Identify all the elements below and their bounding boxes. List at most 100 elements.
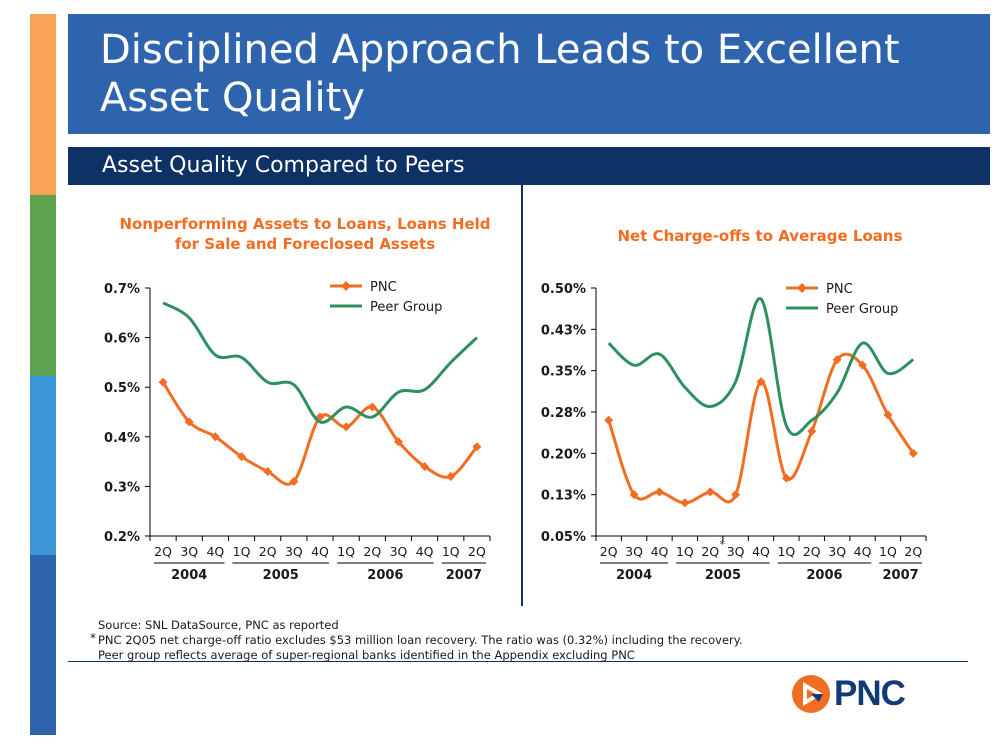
pnc-data-point <box>289 476 299 486</box>
year-label: 2005 <box>263 568 299 583</box>
y-tick-label: 0.05% <box>541 530 586 545</box>
right-chart-title: Net Charge-offs to Average Loans <box>617 227 903 245</box>
legend-label: PNC <box>370 280 397 295</box>
recovery-footnote: * PNC 2Q05 net charge-off ratio excludes… <box>90 631 743 648</box>
pnc-data-point <box>756 377 766 387</box>
sidebar-color-strip <box>30 14 56 735</box>
recovery-footnote-text: PNC 2Q05 net charge-off ratio excludes $… <box>98 633 743 647</box>
y-tick-label: 0.4% <box>104 431 140 446</box>
pnc-data-point <box>446 471 456 481</box>
x-tick-label: 3Q <box>285 544 303 559</box>
left-chart-title: Nonperforming Assets to Loans, Loans Hel… <box>119 215 491 253</box>
left-line-chart: 0.2% 0.3% 0.4% 0.5% 0.6% 0.7% 2Q 3Q 4Q 1Q 2Q 3Q 4Q 1Q… <box>104 280 491 583</box>
x-tick-label: 1Q <box>676 544 694 559</box>
pnc-data-point <box>883 410 893 420</box>
pnc-data-point <box>210 432 220 442</box>
x-tick-label: 2Q <box>904 544 922 559</box>
pnc-data-point <box>731 490 741 500</box>
x-tick-label: 1Q <box>879 544 897 559</box>
pnc-data-point <box>604 415 614 425</box>
pnc-data-point <box>237 452 247 462</box>
pnc-data-point <box>858 360 868 370</box>
peer-group-line <box>162 301 478 424</box>
pnc-data-point <box>807 426 817 436</box>
y-tick-label: 0.5% <box>104 381 140 396</box>
pnc-data-point <box>680 498 690 508</box>
pnc-data-point <box>629 490 639 500</box>
peer-group-note: Peer group reflects average of super-reg… <box>98 648 635 662</box>
x-tick-label: 3Q <box>180 544 198 559</box>
year-label: 2006 <box>367 568 403 583</box>
pnc-logo: PNC <box>790 672 940 716</box>
x-tick-label: 4Q <box>311 544 329 559</box>
pnc-data-point <box>315 412 325 422</box>
x-tick-label: 4Q <box>416 544 434 559</box>
pnc-data-point <box>367 402 377 412</box>
x-tick-label: 1Q <box>442 544 460 559</box>
y-tick-label: 0.35% <box>541 365 586 380</box>
subtitle-bar: Asset Quality Compared to Peers <box>68 147 990 185</box>
footnote-asterisk: * <box>90 631 96 645</box>
y-tick-label: 0.20% <box>541 447 586 462</box>
pnc-triangle-logo-icon <box>792 675 830 713</box>
legend-swatch-marker <box>341 281 351 291</box>
y-tick-label: 0.43% <box>541 323 586 338</box>
pnc-data-point <box>472 442 482 452</box>
pnc-data-point <box>420 462 430 472</box>
pnc-data-point <box>832 355 842 365</box>
y-tick-label: 0.3% <box>104 480 140 495</box>
pnc-data-point <box>263 467 273 477</box>
x-tick-label: 4Q <box>206 544 224 559</box>
year-label: 2005 <box>705 568 741 583</box>
x-tick-label: 4Q <box>651 544 669 559</box>
x-tick-label: 3Q <box>625 544 643 559</box>
right-line-chart: 0.05% 0.13% 0.20% 0.28% 0.35% 0.43% 0.50% 2Q 3Q 4… <box>541 282 927 583</box>
y-tick-label: 0.6% <box>104 332 140 347</box>
y-tick-label: 0.2% <box>104 530 140 545</box>
x-tick-label: 4Q <box>854 544 872 559</box>
legend-label: Peer Group <box>826 302 898 317</box>
legend-swatch-marker <box>797 283 807 293</box>
x-tick-label: 4Q <box>752 544 770 559</box>
pnc-data-point <box>654 487 664 497</box>
x-tick-label: 3Q <box>828 544 846 559</box>
year-label: 2004 <box>171 568 207 583</box>
slide-title: Disciplined Approach Leads to Excellent … <box>100 27 900 121</box>
pnc-data-point <box>341 422 351 432</box>
sidebar-segment-blue <box>30 555 56 735</box>
pnc-data-point <box>158 377 168 387</box>
pnc-line <box>607 352 915 505</box>
x-tick-label: 3Q <box>727 544 745 559</box>
x-tick-asterisk: * <box>719 538 725 551</box>
pnc-logo-text: PNC <box>834 674 906 713</box>
peer-group-line <box>607 297 915 436</box>
pnc-data-point <box>393 437 403 447</box>
x-tick-label: 1Q <box>233 544 251 559</box>
sidebar-segment-lightblue <box>30 376 56 555</box>
x-tick-label: 2Q <box>259 544 277 559</box>
y-tick-label: 0.7% <box>104 282 140 297</box>
x-tick-label: 3Q <box>390 544 408 559</box>
sidebar-segment-orange <box>30 14 56 195</box>
slide-subtitle: Asset Quality Compared to Peers <box>102 153 465 178</box>
chart-divider <box>521 185 523 606</box>
pnc-data-point <box>705 487 715 497</box>
y-tick-label: 0.13% <box>541 489 586 504</box>
year-label: 2004 <box>616 568 652 583</box>
pnc-data-point <box>908 448 918 458</box>
footer-rule <box>68 661 968 662</box>
source-note: Source: SNL DataSource, PNC as reported <box>98 618 339 632</box>
x-tick-label: 1Q <box>337 544 355 559</box>
year-label: 2006 <box>806 568 842 583</box>
y-tick-label: 0.28% <box>541 406 586 421</box>
x-tick-label: 2Q <box>468 544 486 559</box>
x-tick-label: 2Q <box>600 544 618 559</box>
pnc-line <box>161 381 479 486</box>
x-tick-label: 2Q <box>701 544 719 559</box>
pnc-data-point <box>781 473 791 483</box>
x-tick-label: 1Q <box>777 544 795 559</box>
year-label: 2007 <box>446 568 482 583</box>
title-banner: Disciplined Approach Leads to Excellent … <box>68 14 990 134</box>
x-tick-label: 2Q <box>154 544 172 559</box>
x-tick-label: 2Q <box>803 544 821 559</box>
